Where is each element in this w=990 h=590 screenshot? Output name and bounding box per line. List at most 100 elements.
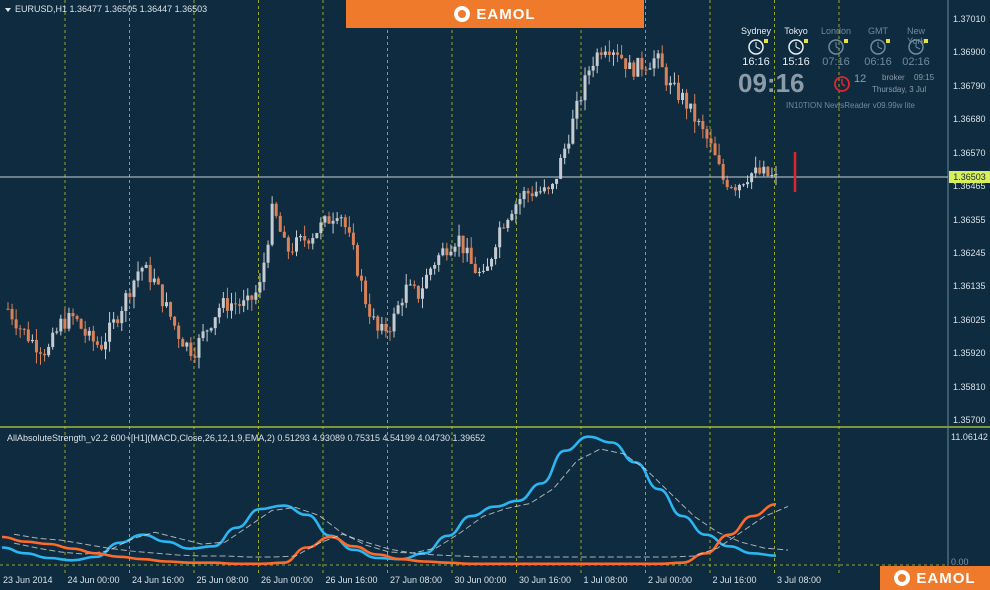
candle-body xyxy=(766,166,770,176)
symbol-header: EURUSD,H1 1.36477 1.36505 1.36447 1.3650… xyxy=(15,4,208,14)
indicator-axis-bottom: 0.00 xyxy=(951,557,969,567)
candle-body xyxy=(213,317,217,329)
candle-body xyxy=(774,174,778,176)
brand-corner-badge: EAMOL xyxy=(880,566,990,590)
candle-body xyxy=(632,62,636,77)
candle-body xyxy=(83,328,87,336)
candle-body xyxy=(595,52,599,66)
candle-body xyxy=(173,316,177,326)
candle-body xyxy=(737,184,741,191)
candle-body xyxy=(282,231,286,238)
candle-body xyxy=(221,298,225,308)
clock-time-sydney: 16:16 xyxy=(742,56,770,68)
eamol-logo-icon xyxy=(454,6,471,22)
candle-body xyxy=(429,268,433,275)
candle-body xyxy=(579,100,583,102)
candle-body xyxy=(319,222,323,234)
indicator-lines xyxy=(1,435,789,566)
candle-body xyxy=(87,330,91,336)
price-tick-label: 1.36570 xyxy=(953,147,986,158)
broker-label: broker xyxy=(882,73,905,82)
candle-body xyxy=(347,227,351,233)
stopwatch-icon xyxy=(834,76,850,92)
candle-body xyxy=(420,288,424,299)
candle-body xyxy=(437,255,441,266)
candle-body xyxy=(205,330,209,332)
candle-body xyxy=(197,338,201,358)
candle-body xyxy=(494,247,498,259)
time-tick-label: 30 Jun 00:00 xyxy=(454,575,507,585)
candle-body xyxy=(67,313,71,329)
candle-body xyxy=(628,62,632,69)
candle-body xyxy=(360,275,364,281)
candle-body xyxy=(741,184,745,186)
london-clock-icon xyxy=(828,39,848,55)
candle-body xyxy=(701,121,705,130)
candle-body xyxy=(144,264,148,268)
candle-body xyxy=(331,220,335,224)
price-tick-label: 1.36900 xyxy=(953,47,986,58)
sydney-clock-icon xyxy=(748,39,768,55)
current-price-tag: 1.36503 xyxy=(949,171,990,183)
candle-body xyxy=(705,129,709,139)
candle-body xyxy=(104,341,108,350)
candle-body xyxy=(392,313,396,332)
price-tick-label: 1.35700 xyxy=(953,415,986,425)
candle-body xyxy=(169,302,173,317)
candle-body xyxy=(693,103,697,122)
candle-body xyxy=(262,262,266,283)
candle-body xyxy=(18,328,22,330)
candle-body xyxy=(156,278,160,285)
candle-body xyxy=(14,319,18,329)
candle-body xyxy=(644,69,648,71)
candle-body xyxy=(713,143,717,156)
candle-body xyxy=(416,285,420,299)
candle-body xyxy=(307,240,311,244)
candle-body xyxy=(490,258,494,267)
candle-body xyxy=(30,339,34,342)
candle-body xyxy=(729,187,733,189)
candle-body xyxy=(583,75,587,101)
candle-body xyxy=(225,298,229,311)
candle-body xyxy=(148,264,152,283)
candle-body xyxy=(563,148,567,158)
candle-body xyxy=(120,310,124,324)
candle-body xyxy=(351,232,355,245)
brand-corner-text: EAMOL xyxy=(916,569,976,587)
candle-body xyxy=(254,292,258,300)
candle-body xyxy=(177,325,181,339)
candle-body xyxy=(295,237,299,252)
candle-body xyxy=(603,51,607,55)
candle-body xyxy=(290,251,294,253)
candle-body xyxy=(43,353,47,356)
time-tick-label: 23 Jun 2014 xyxy=(3,575,53,585)
eamol-corner-logo-icon xyxy=(894,570,911,586)
candle-body xyxy=(725,179,729,188)
candle-body xyxy=(75,316,79,320)
candle-body xyxy=(258,282,262,293)
chart-menu-arrow-icon[interactable] xyxy=(5,8,11,12)
candle-body xyxy=(71,313,75,317)
candle-body xyxy=(368,304,372,317)
candle-body xyxy=(656,53,660,59)
candle-body xyxy=(616,52,620,55)
indicator-header: AllAbsoluteStrength_v2.2 600+[H1](MACD,C… xyxy=(7,433,486,443)
indicator-line-bears xyxy=(1,503,777,566)
candle-body xyxy=(697,121,701,123)
candle-body xyxy=(400,302,404,306)
candles-layer xyxy=(6,40,778,369)
candle-body xyxy=(721,164,725,180)
candle-body xyxy=(498,227,502,248)
candle-body xyxy=(575,100,579,119)
candle-body xyxy=(185,342,189,347)
price-tick-label: 1.35920 xyxy=(953,348,986,359)
candle-body xyxy=(522,191,526,200)
candle-body xyxy=(660,53,664,68)
newsreader-footer: IN10TION NewsReader v09.99w lite xyxy=(786,101,915,110)
candle-body xyxy=(217,307,221,318)
price-tick-label: 1.36135 xyxy=(953,281,986,292)
candle-body xyxy=(372,316,376,318)
candle-body xyxy=(469,247,473,264)
